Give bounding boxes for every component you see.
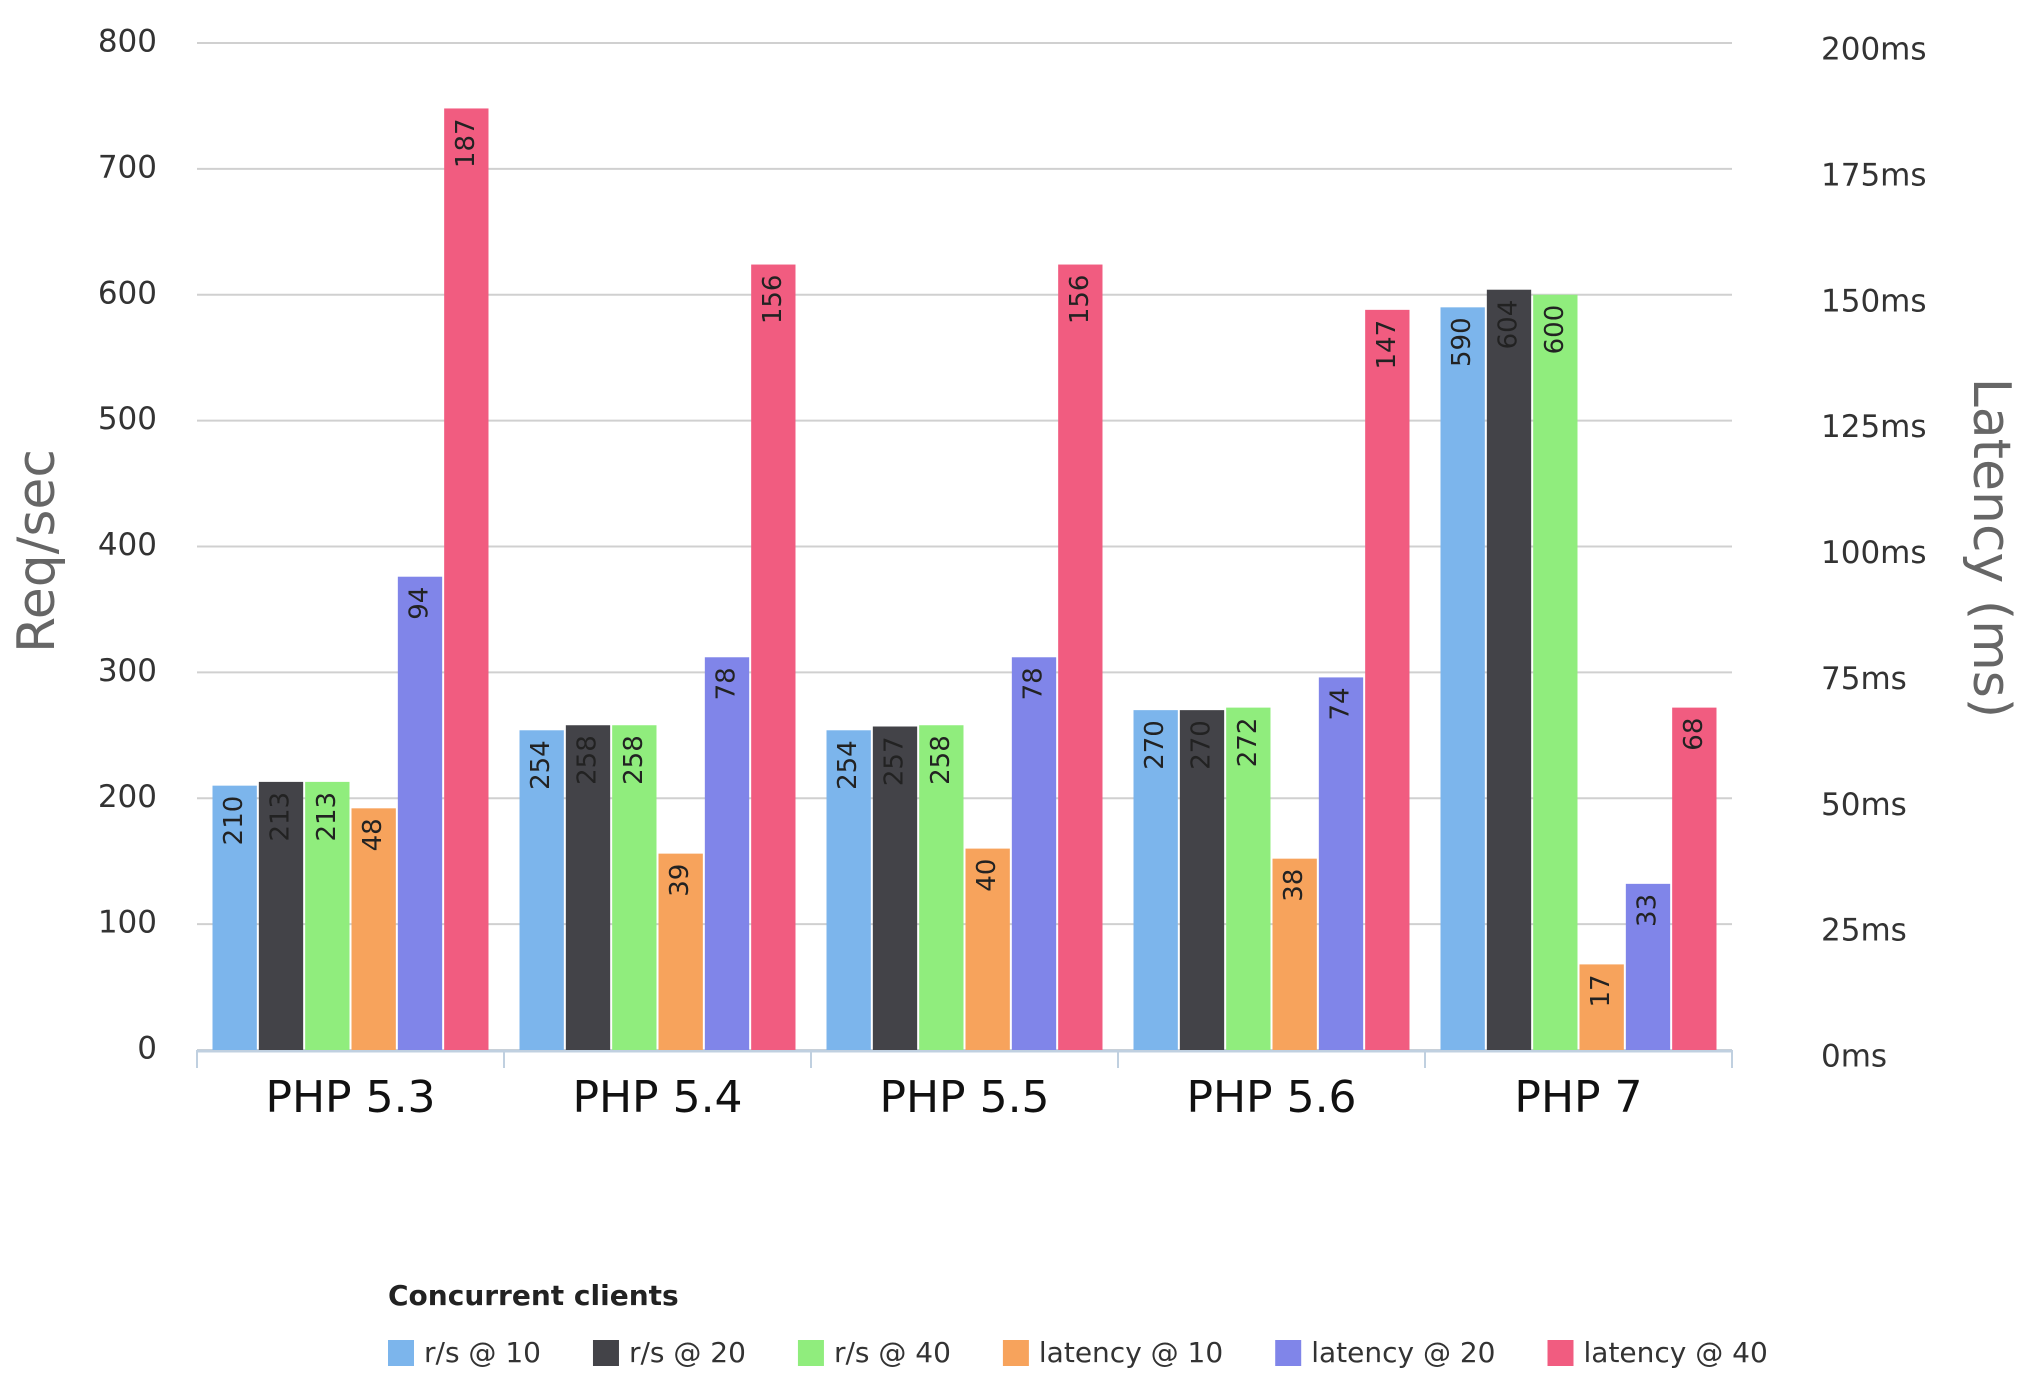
value-label: 258 bbox=[619, 735, 649, 785]
y2-tick-label: 75ms bbox=[1821, 661, 1907, 697]
value-label: 78 bbox=[1019, 667, 1049, 700]
bar bbox=[305, 781, 350, 1050]
value-label: 94 bbox=[405, 587, 435, 620]
value-label: 68 bbox=[1679, 718, 1709, 751]
value-label: 254 bbox=[833, 740, 863, 790]
x-tick-label: PHP 5.4 bbox=[572, 1072, 742, 1123]
bar bbox=[1058, 264, 1103, 1050]
bar bbox=[212, 785, 257, 1050]
value-label: 78 bbox=[712, 667, 742, 700]
bar bbox=[258, 781, 304, 1050]
value-label: 33 bbox=[1633, 894, 1663, 927]
value-label: 257 bbox=[880, 737, 910, 787]
y2-tick-label: 50ms bbox=[1821, 787, 1907, 823]
bar bbox=[1533, 294, 1578, 1050]
value-label: 17 bbox=[1586, 974, 1616, 1007]
legend-swatch bbox=[1002, 1340, 1029, 1366]
y-tick-label: 800 bbox=[98, 24, 157, 60]
legend-title: Concurrent clients bbox=[388, 1279, 679, 1312]
legend-label: r/s @ 40 bbox=[834, 1336, 951, 1369]
bar bbox=[1625, 883, 1671, 1050]
value-label: 39 bbox=[665, 864, 695, 897]
legend-swatch bbox=[797, 1340, 824, 1366]
value-label: 270 bbox=[1187, 720, 1217, 770]
bar bbox=[1486, 289, 1532, 1051]
y2-tick-label: 125ms bbox=[1821, 409, 1927, 445]
value-label: 258 bbox=[926, 735, 956, 785]
value-label: 254 bbox=[526, 740, 556, 790]
value-label: 213 bbox=[312, 792, 342, 842]
bar bbox=[919, 725, 964, 1050]
bar bbox=[872, 726, 918, 1050]
bar bbox=[1011, 657, 1057, 1050]
bar bbox=[397, 576, 443, 1050]
legend-label: latency @ 40 bbox=[1584, 1336, 1768, 1369]
legend-swatch bbox=[1275, 1340, 1302, 1366]
value-label: 210 bbox=[219, 796, 249, 846]
y-tick-label: 0 bbox=[137, 1031, 157, 1067]
x-tick-label: PHP 5.3 bbox=[265, 1072, 435, 1123]
value-label: 40 bbox=[972, 859, 1002, 892]
y-tick-label: 600 bbox=[98, 275, 157, 311]
x-tick-label: PHP 5.6 bbox=[1186, 1072, 1356, 1123]
bar bbox=[519, 730, 564, 1050]
value-label: 38 bbox=[1279, 869, 1309, 902]
y2-tick-label: 175ms bbox=[1821, 157, 1927, 193]
x-tick-label: PHP 5.5 bbox=[879, 1072, 1049, 1123]
y2-tick-label: 100ms bbox=[1821, 535, 1927, 571]
bar bbox=[965, 848, 1010, 1050]
bar bbox=[751, 264, 796, 1050]
y-axis-title: Req/sec bbox=[7, 449, 67, 653]
legend-label: r/s @ 20 bbox=[629, 1336, 746, 1369]
y2-tick-label: 200ms bbox=[1821, 32, 1927, 68]
bar bbox=[612, 725, 657, 1050]
bar bbox=[1226, 707, 1271, 1050]
value-label: 147 bbox=[1372, 320, 1402, 370]
bar bbox=[826, 730, 871, 1050]
y-tick-label: 700 bbox=[98, 149, 157, 185]
bar bbox=[1179, 710, 1225, 1050]
legend-label: latency @ 10 bbox=[1039, 1336, 1223, 1369]
bar bbox=[565, 725, 611, 1050]
bar bbox=[1672, 707, 1717, 1050]
value-label: 604 bbox=[1494, 300, 1524, 350]
y-tick-label: 100 bbox=[98, 905, 157, 941]
x-tick-label: PHP 7 bbox=[1514, 1072, 1642, 1123]
legend-swatch bbox=[388, 1340, 414, 1366]
y2-tick-label: 25ms bbox=[1821, 913, 1907, 949]
bar bbox=[1272, 858, 1317, 1050]
bar bbox=[658, 853, 703, 1050]
value-label: 156 bbox=[1065, 275, 1095, 325]
bar bbox=[1318, 677, 1364, 1050]
y-tick-label: 500 bbox=[98, 401, 157, 437]
legend-swatch bbox=[592, 1340, 619, 1366]
bar bbox=[1133, 710, 1178, 1050]
value-label: 48 bbox=[358, 818, 388, 851]
legend-label: latency @ 20 bbox=[1311, 1336, 1495, 1369]
bar bbox=[444, 108, 489, 1050]
value-label: 590 bbox=[1447, 317, 1477, 367]
legend-label: r/s @ 10 bbox=[424, 1336, 541, 1369]
y2-tick-label: 150ms bbox=[1821, 283, 1927, 319]
value-label: 74 bbox=[1326, 687, 1356, 720]
y-tick-label: 400 bbox=[98, 527, 157, 563]
y-tick-label: 300 bbox=[98, 653, 157, 689]
bar bbox=[1440, 307, 1485, 1050]
value-label: 213 bbox=[266, 792, 296, 842]
y-tick-label: 200 bbox=[98, 779, 157, 815]
value-label: 270 bbox=[1140, 720, 1170, 770]
legend-swatch bbox=[1547, 1340, 1574, 1366]
bar bbox=[351, 808, 396, 1050]
value-label: 187 bbox=[451, 118, 481, 168]
bar bbox=[704, 657, 750, 1050]
value-label: 272 bbox=[1233, 718, 1263, 768]
y2-tick-label: 0ms bbox=[1821, 1039, 1887, 1075]
bar bbox=[1365, 309, 1410, 1051]
y2-axis-title: Latency (ms) bbox=[1961, 378, 2021, 718]
value-label: 600 bbox=[1540, 305, 1570, 355]
value-label: 258 bbox=[573, 735, 603, 785]
bar bbox=[1579, 964, 1624, 1050]
value-label: 156 bbox=[758, 275, 788, 325]
